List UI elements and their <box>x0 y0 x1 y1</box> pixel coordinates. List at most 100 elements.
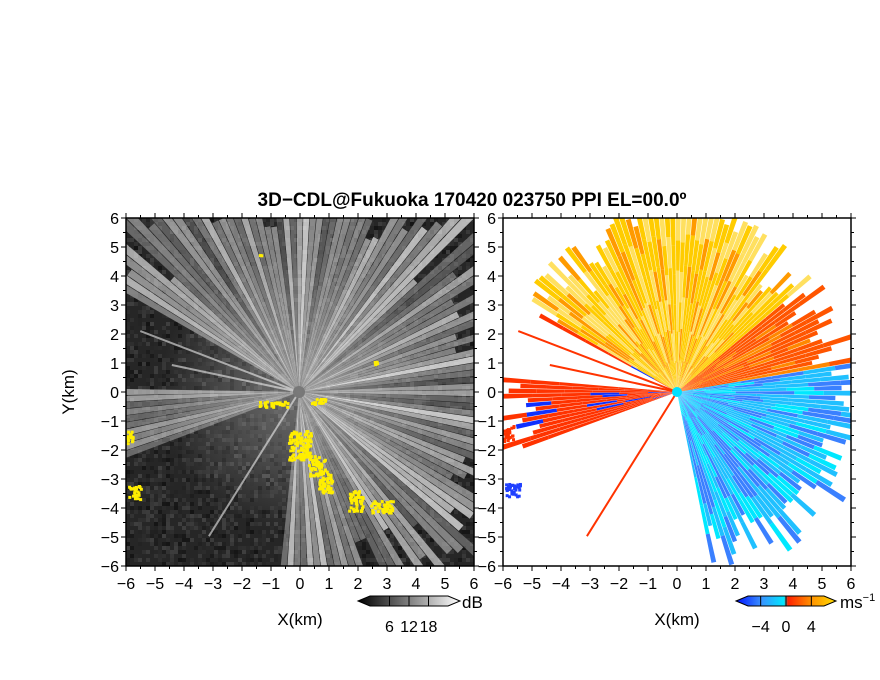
velocity-ray-segment <box>769 522 793 552</box>
reflectivity-highlight-cell <box>385 509 389 513</box>
velocity-ray-segment <box>697 415 719 440</box>
velocity-ray-segment <box>677 392 701 413</box>
reflectivity-highlight-cell <box>389 511 393 515</box>
reflectivity-highlight-cell <box>300 446 304 450</box>
velocity-ray-segment <box>705 533 717 563</box>
velocity-ray-segment <box>714 491 728 518</box>
reflectivity-highlight-cell <box>320 487 324 491</box>
y-tick-label: −5 <box>101 530 119 547</box>
reflectivity-highlight-cell <box>295 438 299 442</box>
reflectivity-highlight-cell <box>305 453 309 457</box>
reflectivity-highlight-cell <box>329 476 333 480</box>
velocity-ray-segment <box>683 416 692 442</box>
reflectivity-highlight-cell <box>308 438 312 442</box>
reflectivity-highlight-cell <box>299 437 303 441</box>
velocity-ray-segment <box>716 425 739 444</box>
velocity-ray-segment <box>697 416 719 443</box>
velocity-ray-segment <box>739 473 758 497</box>
velocity-ray-segment <box>718 454 735 477</box>
reflectivity-highlight-cell <box>317 401 321 405</box>
reflectivity-highlight-cell <box>305 450 309 454</box>
reflectivity-highlight-cell <box>323 399 327 403</box>
velocity-ray-segment <box>737 436 760 454</box>
reflectivity-highlight-cell <box>295 441 299 445</box>
velocity-ray-segment <box>677 392 698 410</box>
reflectivity-highlight-cell <box>323 458 327 462</box>
reflectivity-highlight-cell <box>294 442 298 446</box>
velocity-ray-segment <box>804 467 833 488</box>
velocity-ray-segment <box>767 472 793 497</box>
velocity-ray-segment <box>768 454 794 474</box>
reflectivity-highlight-cell <box>313 455 317 459</box>
reflectivity-highlight-cell <box>321 401 325 405</box>
velocity-ray-segment <box>754 494 774 518</box>
reflectivity-highlight-cell <box>288 458 292 462</box>
reflectivity-highlight-cell <box>280 402 284 406</box>
reflectivity-highlight-cell <box>126 442 130 446</box>
reflectivity-highlight-cell <box>301 454 305 458</box>
velocity-ray-segment <box>677 392 697 419</box>
velocity-ray-segment <box>726 478 742 502</box>
reflectivity-highlight-cell <box>306 455 310 459</box>
velocity-ray-segment <box>740 521 758 550</box>
reflectivity-highlight-cell <box>322 491 326 495</box>
velocity-ray-segment <box>720 473 734 496</box>
reflectivity-highlight-cell <box>301 443 305 447</box>
reflectivity-highlight-cell <box>309 456 313 460</box>
reflectivity-highlight-cell <box>313 458 317 462</box>
x-tick-label: −6 <box>117 576 135 593</box>
reflectivity-highlight-cell <box>389 500 393 504</box>
reflectivity-highlight-cell <box>259 404 263 408</box>
reflectivity-highlight-cell <box>327 490 331 494</box>
reflectivity-highlight-cell <box>313 462 317 466</box>
velocity-ray-segment <box>754 516 774 545</box>
reflectivity-highlight-cell <box>351 493 355 497</box>
reflectivity-highlight-cell <box>311 460 315 464</box>
reflectivity-highlight-cell <box>295 431 299 435</box>
reflectivity-highlight-cell <box>319 399 323 403</box>
reflectivity-highlight-cell <box>370 504 374 508</box>
x-tick-label: 2 <box>354 576 363 593</box>
reflectivity-highlight-cell <box>320 401 324 405</box>
reflectivity-highlight-cell <box>352 498 356 502</box>
reflectivity-highlight-cell <box>302 449 306 453</box>
velocity-ray-segment <box>729 449 750 471</box>
reflectivity-highlight-cell <box>306 453 310 457</box>
reflectivity-highlight-cell <box>291 449 295 453</box>
reflectivity-highlight-cell <box>259 400 263 404</box>
reflectivity-highlight-cell <box>330 481 334 485</box>
velocity-ray-segment <box>677 392 690 414</box>
velocity-ray-segment <box>709 513 721 540</box>
velocity-ray-segment <box>703 489 714 515</box>
velocity-ray-segment <box>694 449 706 479</box>
reflectivity-highlight-cell <box>320 479 324 483</box>
velocity-ray-segment <box>706 463 719 489</box>
velocity-ray-segment <box>737 466 761 494</box>
reflectivity-highlight-cell <box>377 504 381 508</box>
reflectivity-highlight-cell <box>360 499 364 503</box>
velocity-ray-segment <box>724 418 750 434</box>
reflectivity-highlight-cell <box>312 458 316 462</box>
velocity-ray-segment <box>744 452 770 476</box>
reflectivity-highlight-cell <box>303 445 307 449</box>
reflectivity-highlight-cell <box>134 485 138 489</box>
velocity-ray-segment <box>748 464 770 486</box>
reflectivity-highlight-cell <box>127 430 131 434</box>
velocity-ray-segment <box>677 392 688 417</box>
reflectivity-highlight-cell <box>380 500 384 504</box>
velocity-ray-segment <box>687 436 695 460</box>
reflectivity-highlight-cell <box>308 454 312 458</box>
reflectivity-highlight-cell <box>288 435 292 439</box>
reflectivity-highlight-cell <box>351 507 355 511</box>
velocity-ray-segment <box>745 495 763 519</box>
reflectivity-highlight-cell <box>309 474 313 478</box>
velocity-ray-segment <box>758 455 782 475</box>
reflectivity-highlight-cell <box>354 502 358 506</box>
reflectivity-highlight-cell <box>371 508 375 512</box>
reflectivity-highlight-cell <box>307 443 311 447</box>
reflectivity-glow <box>126 218 474 566</box>
velocity-ray-segment <box>682 420 691 449</box>
reflectivity-highlight-cell <box>381 509 385 513</box>
reflectivity-highlight-cell <box>352 490 356 494</box>
